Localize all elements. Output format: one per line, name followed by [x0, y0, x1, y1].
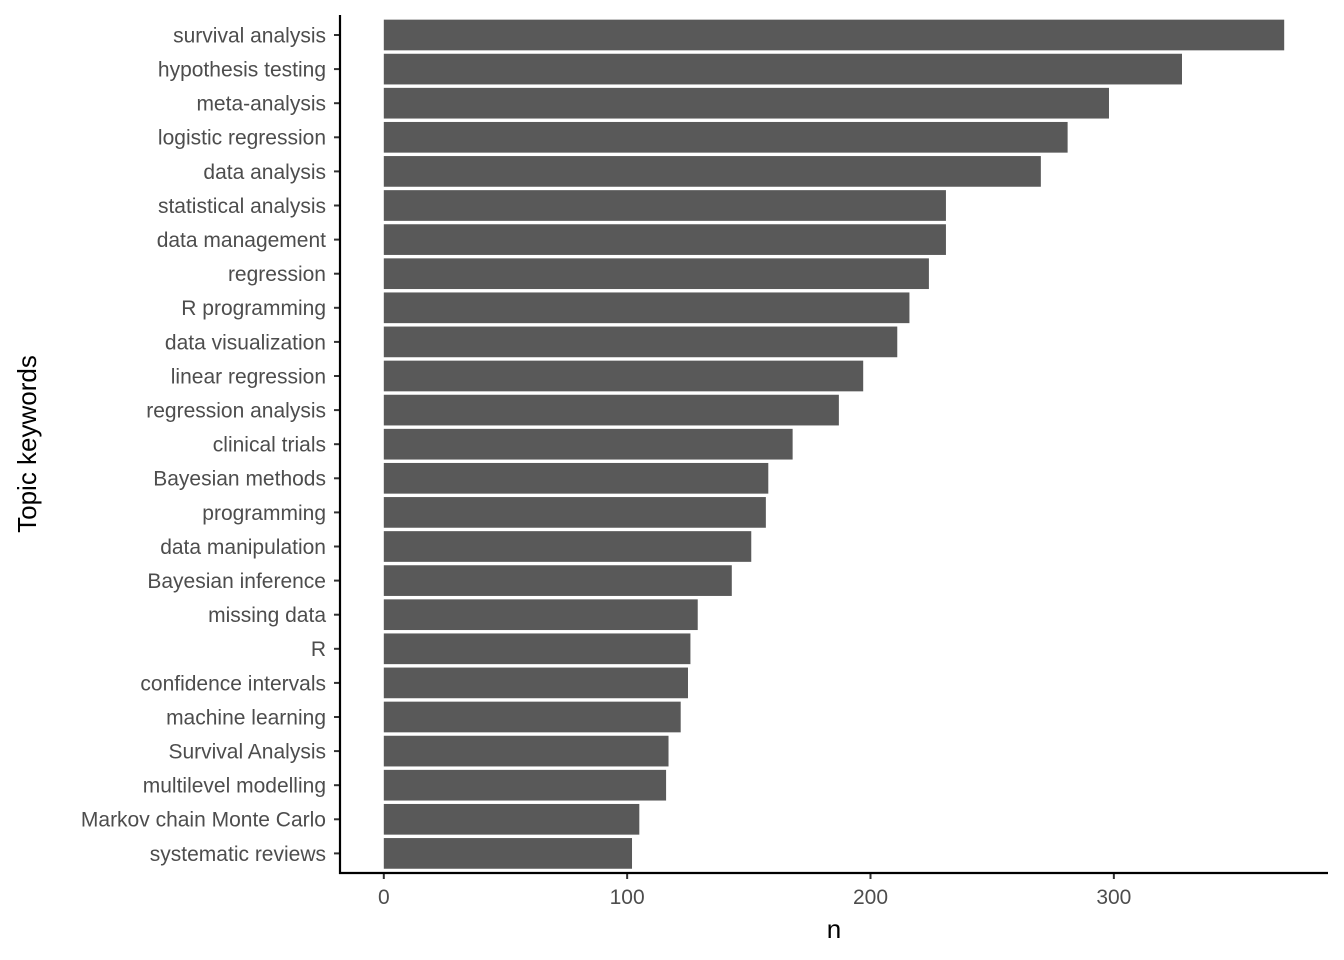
y-tick-label: logistic regression — [158, 127, 326, 150]
bar — [383, 121, 1068, 153]
y-tick-label: statistical analysis — [158, 195, 326, 218]
y-tick-label: missing data — [208, 604, 326, 627]
y-tick-label: Bayesian inference — [147, 570, 326, 593]
x-tick-label: 200 — [853, 886, 888, 909]
y-tick-label: data visualization — [165, 331, 326, 354]
bar — [383, 701, 681, 733]
y-tick-label: regression analysis — [146, 399, 326, 422]
bar — [383, 190, 946, 221]
y-tick-label: Markov chain Monte Carlo — [81, 809, 326, 832]
bar — [383, 667, 688, 699]
y-tick-label: data management — [157, 229, 326, 252]
y-tick-label: confidence intervals — [140, 672, 326, 695]
y-tick-label: R — [311, 638, 326, 661]
bar — [383, 531, 752, 562]
bar — [383, 360, 864, 392]
bar — [383, 462, 769, 494]
bars-group — [383, 19, 1285, 869]
y-tick-label: meta-analysis — [196, 93, 326, 116]
bar — [383, 53, 1182, 85]
bar — [383, 565, 732, 596]
y-tick-label: programming — [202, 502, 326, 525]
bar — [383, 735, 669, 767]
y-tick-label: data manipulation — [160, 536, 326, 559]
y-tick-label: data analysis — [203, 161, 326, 184]
y-tick-label: survival analysis — [173, 24, 326, 47]
y-tick-label: systematic reviews — [150, 843, 326, 866]
bar — [383, 633, 691, 665]
bar — [383, 838, 633, 869]
y-tick-label: Survival Analysis — [168, 740, 326, 763]
bar — [383, 19, 1285, 51]
y-axis-title: Topic keywords — [12, 355, 42, 533]
bar — [383, 87, 1109, 119]
y-tick-label: multilevel modelling — [143, 775, 326, 798]
y-tick-label: regression — [228, 263, 326, 286]
bar — [383, 326, 898, 358]
x-axis-ticks: 0 100 200 300 — [378, 873, 1131, 909]
x-tick-label: 100 — [610, 886, 645, 909]
x-axis-title: n — [827, 914, 841, 944]
bar — [383, 258, 929, 290]
bar — [383, 224, 946, 255]
y-tick-label: machine learning — [166, 706, 326, 729]
bar — [383, 292, 910, 324]
x-tick-label: 0 — [378, 886, 390, 909]
bar — [383, 599, 698, 631]
y-tick-label: R programming — [181, 297, 326, 320]
bar — [383, 156, 1041, 187]
y-tick-label: Bayesian methods — [153, 468, 326, 491]
y-tick-label: clinical trials — [213, 434, 326, 457]
x-tick-label: 300 — [1096, 886, 1131, 909]
y-tick-label: linear regression — [171, 365, 326, 388]
bar — [383, 769, 667, 801]
bar — [383, 803, 640, 835]
y-tick-label: hypothesis testing — [158, 58, 326, 81]
y-axis-ticks: survival analysis hypothesis testing meta-… — [81, 24, 340, 866]
bar — [383, 394, 839, 426]
bar — [383, 497, 766, 528]
bar — [383, 428, 793, 460]
